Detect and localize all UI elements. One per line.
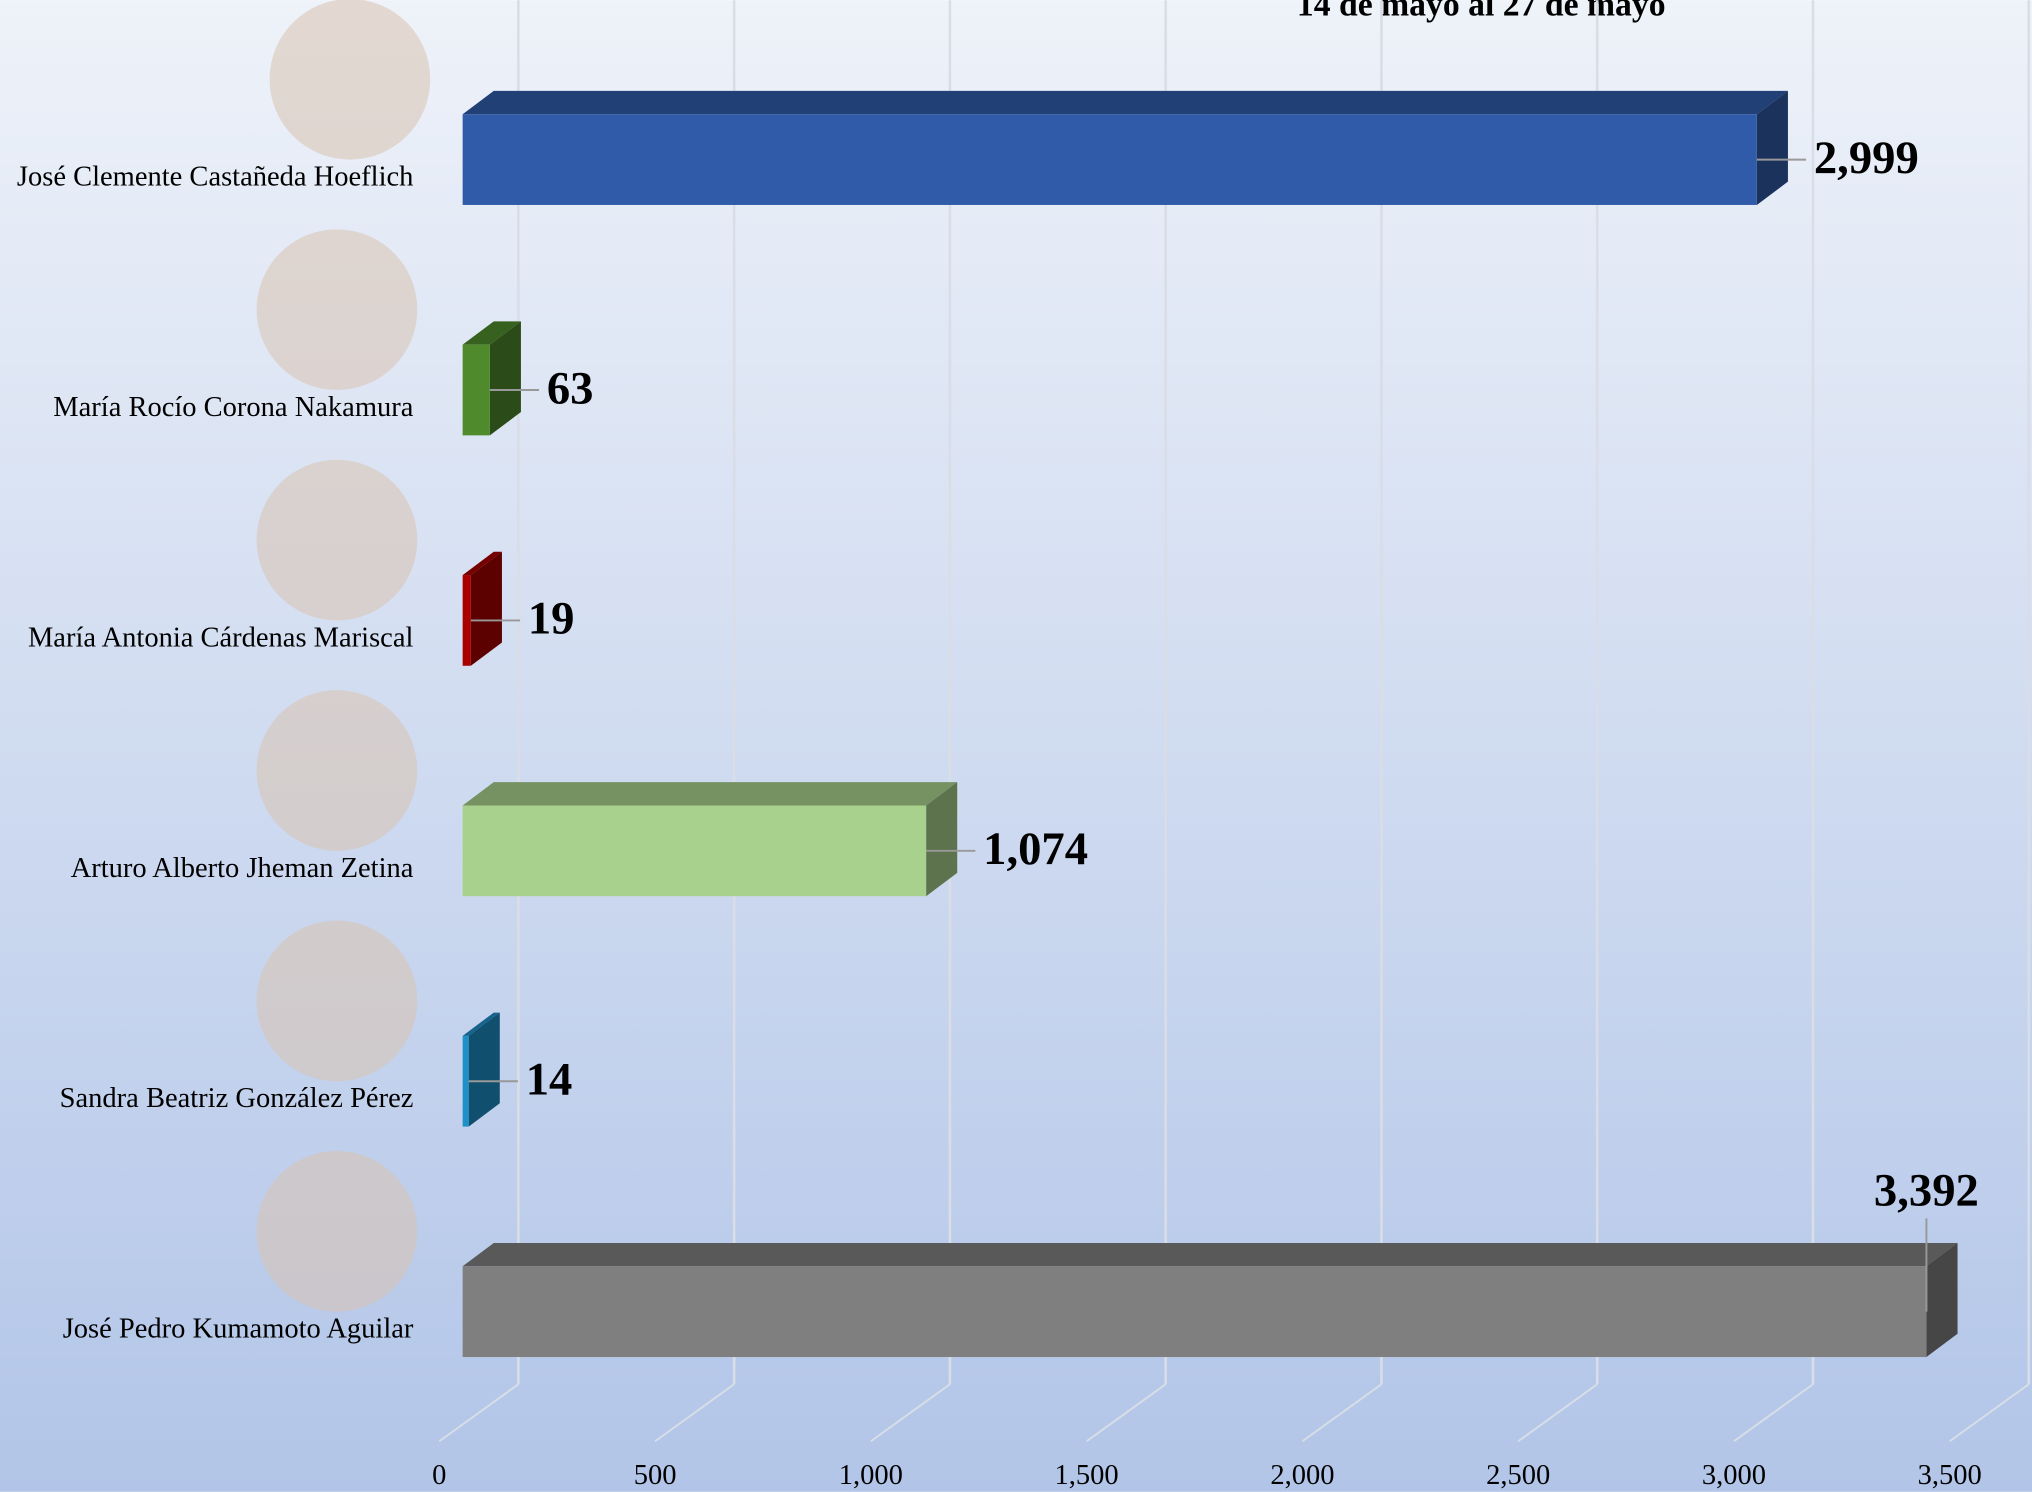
value-label: 14 [526, 1054, 573, 1106]
bar-top [462, 321, 521, 345]
bar-top [462, 90, 1788, 115]
category-label: Sandra Beatriz González Pérez [60, 1083, 414, 1114]
bar-side [468, 1012, 500, 1127]
category-label: Arturo Alberto Jheman Zetina [71, 853, 414, 884]
bar-side [926, 782, 958, 897]
candidate-photo [256, 690, 418, 851]
x-tick-label: 500 [634, 1460, 677, 1491]
value-label: 3,392 [1874, 1165, 1979, 1217]
floor-line [1517, 1383, 1598, 1443]
bar-top [462, 1012, 500, 1036]
x-tick-label: 3,500 [1918, 1460, 1982, 1491]
bar-side [470, 551, 502, 666]
floor-line [438, 1383, 519, 1443]
floor-line [654, 1383, 735, 1443]
bar-top [462, 1242, 1958, 1267]
x-tick-label: 1,000 [839, 1460, 903, 1491]
value-label: 1,074 [983, 823, 1088, 875]
x-tick-label: 1,500 [1055, 1460, 1119, 1491]
bar [462, 1266, 1927, 1358]
candidate-photo [256, 1150, 418, 1312]
bar [462, 1035, 469, 1127]
floor-line [1301, 1383, 1383, 1443]
value-label: 2,999 [1814, 132, 1919, 184]
category-label: José Clemente Castañeda Hoeflich [17, 162, 414, 193]
x-tick-label: 2,000 [1270, 1460, 1334, 1491]
x-tick-label: 3,000 [1702, 1460, 1766, 1491]
x-tick-label: 2,500 [1486, 1460, 1550, 1491]
floor-line [1949, 1383, 2030, 1443]
bar-top [462, 551, 502, 576]
bar [462, 344, 490, 436]
candidate-photo [256, 229, 418, 391]
bar-side [489, 321, 521, 436]
candidate-photo [269, 0, 431, 160]
candidate-photo [256, 920, 418, 1082]
bar [462, 575, 471, 666]
bar-top [462, 782, 958, 806]
value-label: 63 [547, 362, 594, 414]
bar-side [1756, 90, 1788, 205]
floor-line [1086, 1383, 1167, 1443]
bar [462, 805, 927, 897]
category-label: José Pedro Kumamoto Aguilar [63, 1314, 414, 1345]
floor-line [870, 1383, 951, 1443]
category-label: María Rocío Corona Nakamura [53, 392, 413, 423]
x-tick-label: 0 [432, 1460, 446, 1491]
floor-line [1733, 1383, 1814, 1443]
category-label: María Antonia Cárdenas Mariscal [28, 622, 413, 653]
value-label: 19 [528, 593, 575, 645]
bar [462, 114, 1757, 205]
chart-subtitle: 14 de mayo al 27 de mayo [1297, 0, 1666, 24]
candidate-photo [256, 459, 418, 621]
bar-side [1926, 1242, 1958, 1358]
